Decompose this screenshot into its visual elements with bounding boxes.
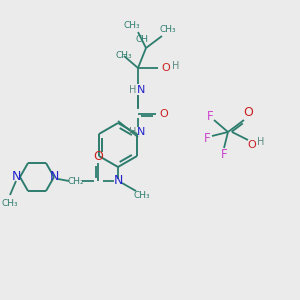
Text: F: F	[207, 110, 213, 122]
Text: H: H	[129, 127, 137, 137]
Text: N: N	[49, 170, 59, 184]
Text: CH₃: CH₃	[2, 199, 18, 208]
Text: H: H	[257, 137, 265, 147]
Text: H: H	[172, 61, 180, 71]
Text: F: F	[221, 148, 227, 160]
Text: H: H	[129, 85, 137, 95]
Text: O: O	[162, 63, 170, 73]
Text: CH₃: CH₃	[160, 26, 176, 34]
Text: O: O	[160, 109, 168, 119]
Text: O: O	[243, 106, 253, 118]
Text: N: N	[113, 175, 123, 188]
Text: CH₃: CH₃	[116, 52, 132, 61]
Text: O: O	[93, 149, 103, 163]
Text: CH₃: CH₃	[124, 22, 140, 31]
Text: O: O	[248, 140, 256, 150]
Text: CH₂: CH₂	[68, 176, 84, 185]
Text: N: N	[137, 85, 145, 95]
Text: F: F	[204, 133, 210, 146]
Text: CH₃: CH₃	[134, 190, 150, 200]
Text: N: N	[137, 127, 145, 137]
Text: CH: CH	[136, 35, 148, 44]
Text: N: N	[11, 170, 21, 184]
